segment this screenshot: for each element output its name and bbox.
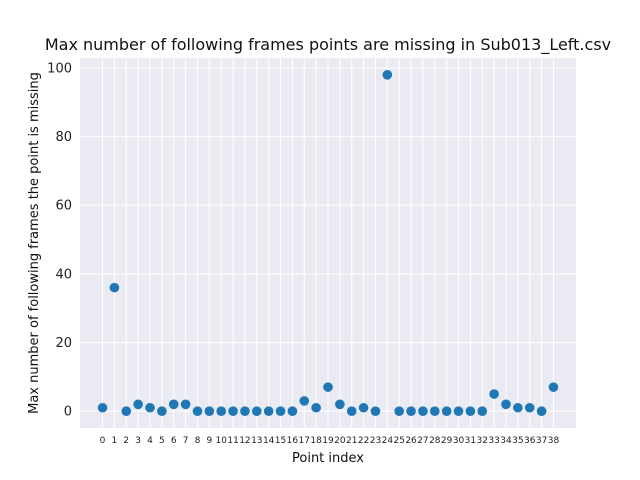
x-axis-label: Point index [292, 451, 364, 466]
x-tick-label: 15 [275, 436, 286, 446]
x-tick-label: 27 [417, 436, 428, 446]
x-tick-label: 16 [287, 436, 299, 446]
data-point [252, 406, 262, 416]
x-tick-label: 32 [477, 436, 488, 446]
data-point [157, 406, 167, 416]
x-tick-label: 8 [195, 436, 201, 446]
x-tick-label: 5 [159, 436, 165, 446]
data-point [263, 406, 274, 416]
x-tick-label: 14 [263, 436, 275, 446]
x-tick-label: 7 [183, 436, 189, 446]
y-tick-label: 0 [64, 405, 72, 420]
data-point [168, 399, 179, 410]
x-tick-label: 22 [358, 436, 369, 446]
x-tick-label: 28 [429, 436, 441, 446]
x-tick-label: 35 [512, 436, 523, 446]
chart-title: Max number of following frames points ar… [45, 35, 611, 55]
x-tick-label: 20 [334, 436, 346, 446]
x-grid [102, 58, 554, 428]
data-point [133, 399, 143, 410]
data-point [394, 406, 404, 416]
x-tick-label: 17 [299, 436, 310, 446]
x-tick-labels: 0 1 2 3 4 5 6 7 8 9 10 11 12 13 14 15 16 17 18 19 20 21 22 23 24… [100, 436, 560, 446]
y-tick-label: 40 [55, 267, 72, 282]
data-point [477, 406, 488, 416]
data-point [97, 402, 108, 413]
data-point [299, 396, 310, 406]
x-tick-label: 21 [346, 436, 357, 446]
x-tick-label: 1 [112, 436, 118, 446]
data-point [429, 406, 440, 416]
data-point [121, 406, 132, 416]
data-point [418, 406, 428, 416]
y-tick-label: 100 [47, 61, 72, 76]
data-point [180, 399, 191, 410]
data-point [370, 406, 381, 416]
data-point [548, 382, 559, 392]
x-tick-label: 36 [524, 436, 536, 446]
data-point [441, 406, 452, 416]
data-point [228, 406, 238, 416]
y-tick-label: 60 [55, 199, 72, 214]
data-point [311, 402, 321, 413]
data-point [524, 402, 535, 413]
data-point [489, 389, 499, 399]
x-tick-label: 3 [135, 436, 141, 446]
x-tick-label: 2 [123, 436, 129, 446]
x-tick-label: 12 [239, 436, 250, 446]
x-tick-label: 33 [488, 436, 499, 446]
data-point [204, 406, 215, 416]
data-point [382, 70, 393, 80]
x-tick-label: 25 [393, 436, 404, 446]
data-point [323, 382, 333, 392]
x-tick-label: 0 [100, 436, 106, 446]
x-tick-label: 30 [453, 436, 465, 446]
data-point [453, 406, 464, 416]
data-point [406, 406, 416, 416]
x-tick-label: 10 [215, 436, 227, 446]
x-tick-label: 29 [441, 436, 453, 446]
y-tick-labels: 0 20 40 60 80 100 [47, 61, 72, 419]
data-point [109, 282, 120, 293]
data-point [216, 406, 227, 416]
x-tick-label: 9 [206, 436, 212, 446]
data-point [275, 406, 286, 416]
x-tick-label: 24 [382, 436, 394, 446]
x-tick-label: 34 [500, 436, 512, 446]
x-tick-label: 18 [310, 436, 322, 446]
x-tick-label: 23 [370, 436, 381, 446]
x-tick-label: 13 [251, 436, 262, 446]
data-point [192, 406, 203, 416]
data-point [145, 402, 155, 413]
x-tick-label: 38 [548, 436, 560, 446]
data-point [287, 406, 298, 416]
data-point [335, 399, 345, 410]
x-tick-label: 31 [465, 436, 476, 446]
data-point [346, 406, 357, 416]
data-points [97, 70, 559, 416]
data-point [536, 406, 547, 416]
x-tick-label: 37 [536, 436, 547, 446]
x-tick-label: 6 [171, 436, 177, 446]
y-tick-label: 80 [55, 130, 72, 145]
data-point [513, 402, 523, 413]
x-tick-label: 11 [227, 436, 238, 446]
data-point [240, 406, 250, 416]
data-point [358, 402, 369, 413]
y-tick-label: 20 [55, 336, 72, 351]
x-tick-label: 4 [147, 436, 153, 446]
y-axis-label: Max number of following frames the point… [27, 72, 42, 414]
data-point [501, 399, 511, 410]
x-tick-label: 26 [405, 436, 417, 446]
data-point [465, 406, 476, 416]
x-tick-label: 19 [322, 436, 334, 446]
